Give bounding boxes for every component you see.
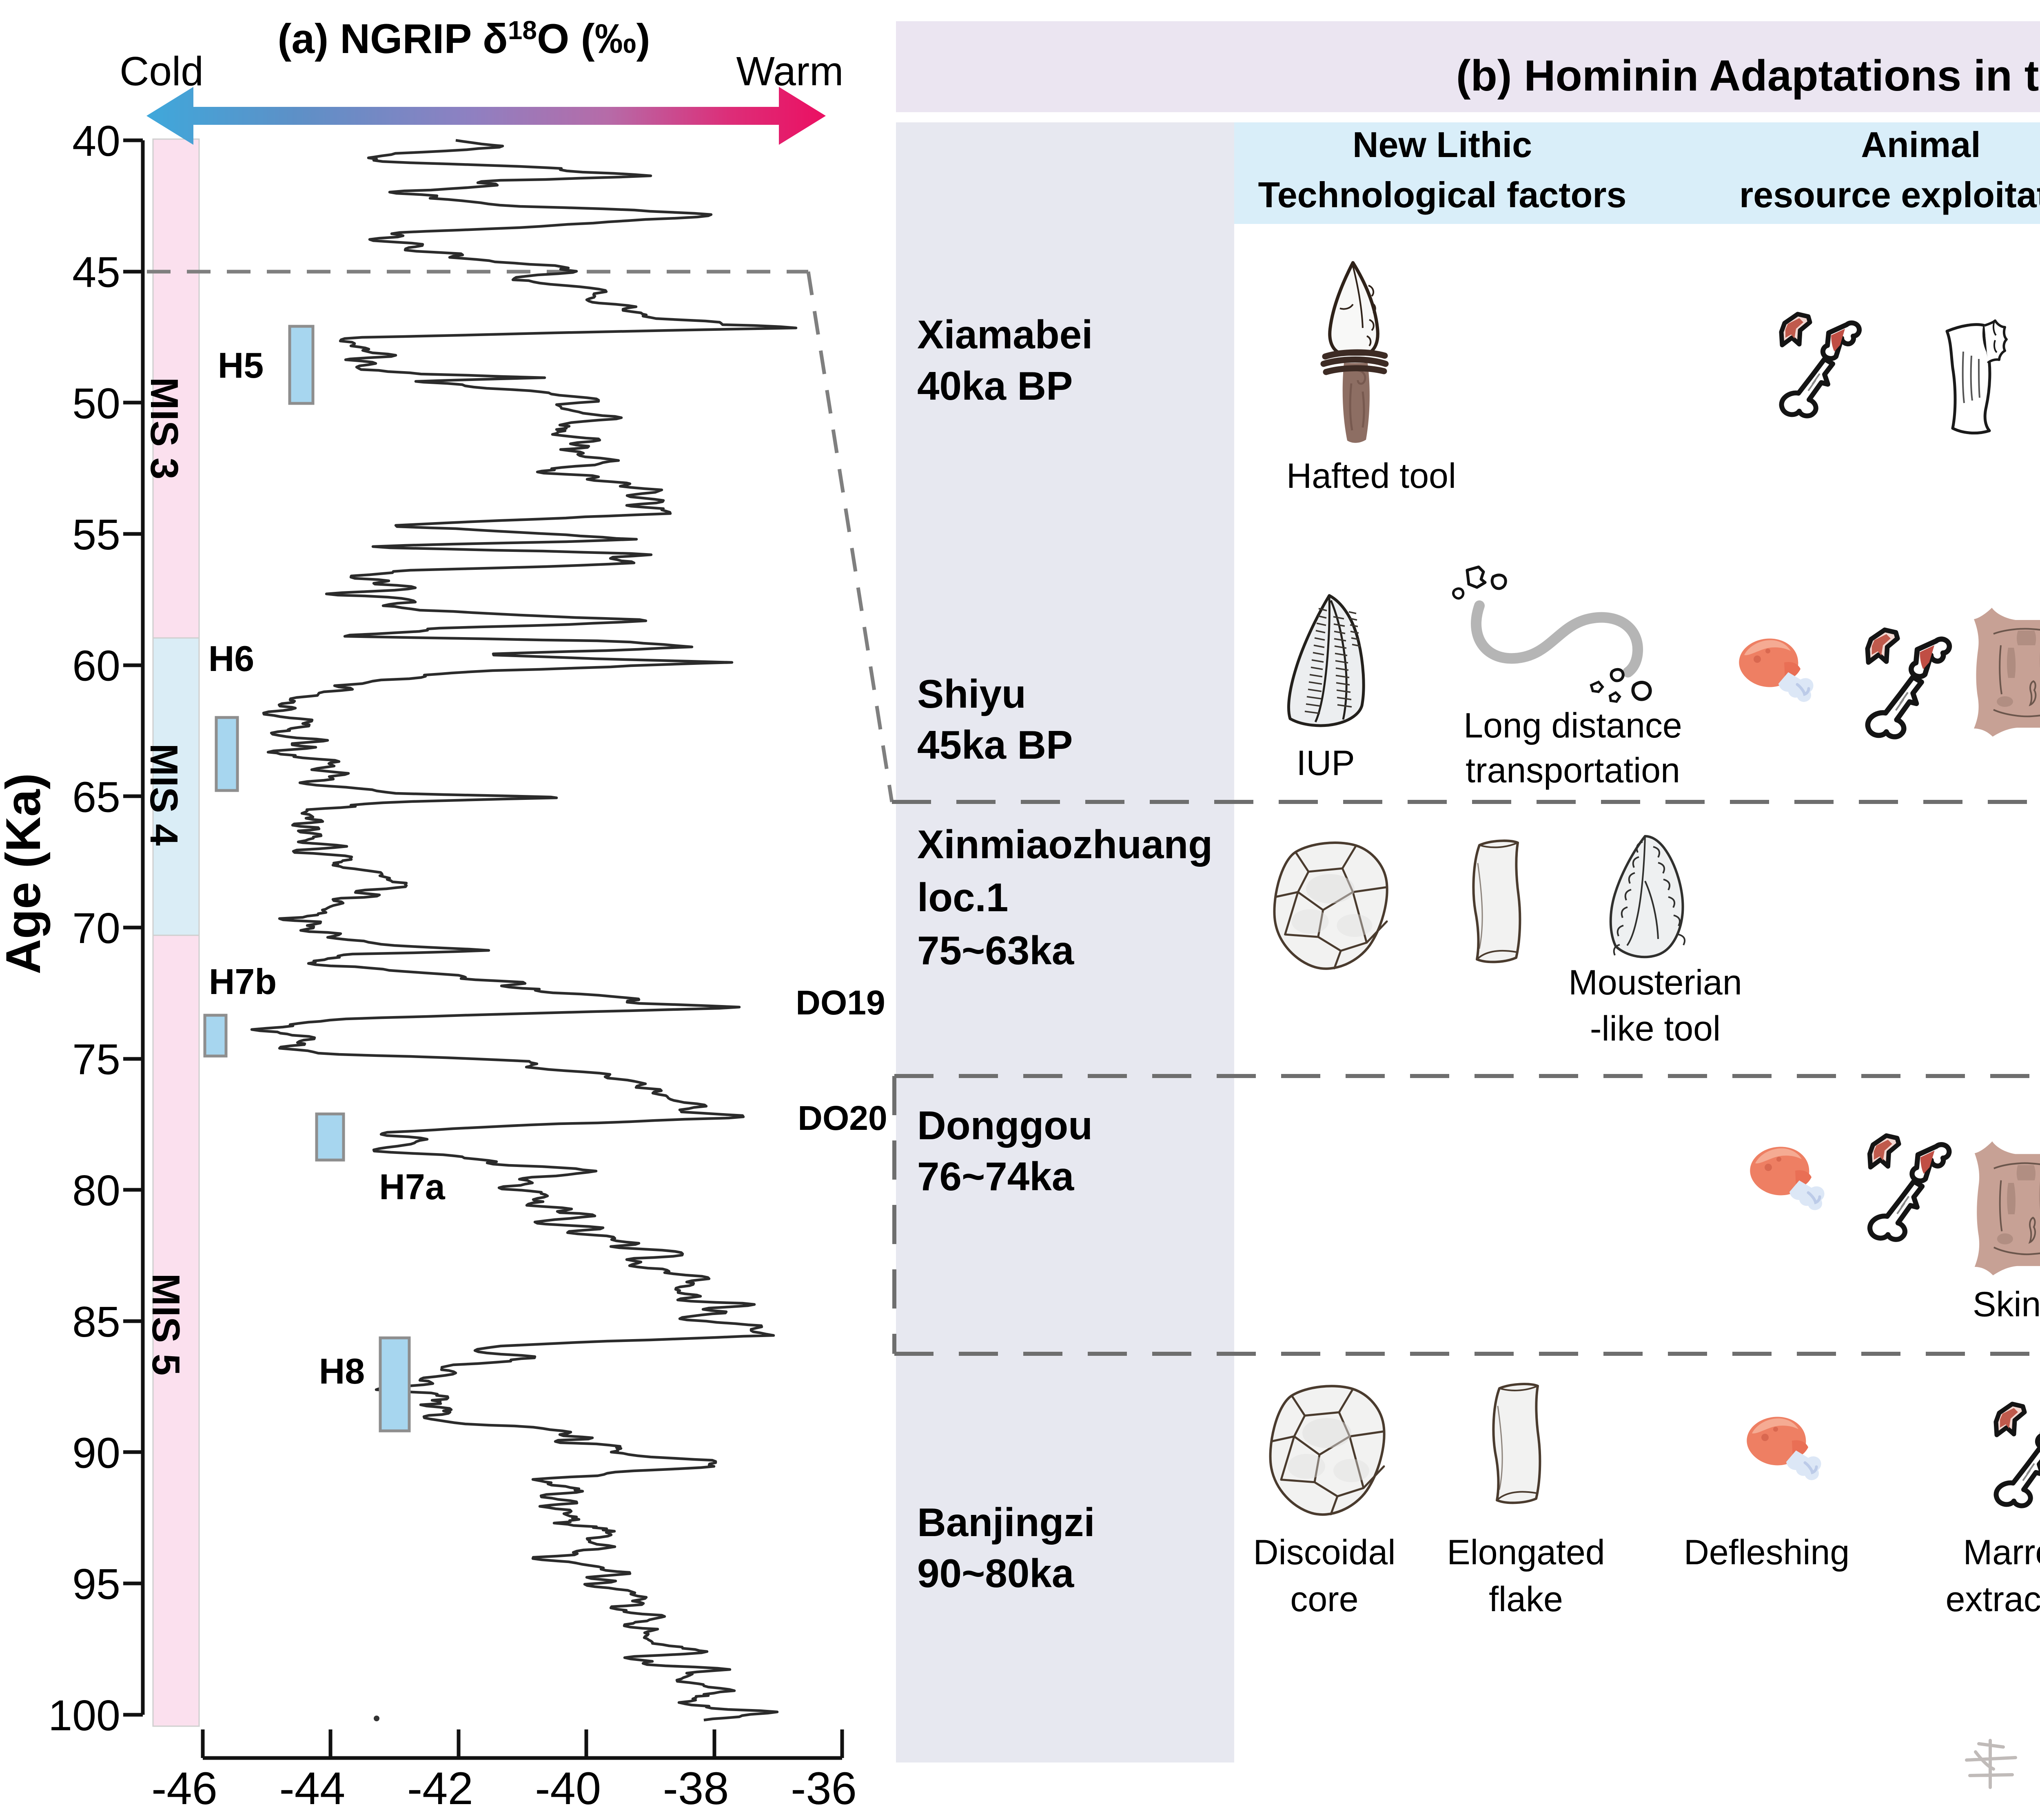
svg-text:Defleshing: Defleshing [1684,1533,1849,1572]
svg-text:H7a: H7a [379,1167,445,1207]
svg-text:-46: -46 [151,1763,217,1814]
svg-text:Shiyu: Shiyu [917,671,1026,716]
svg-text:55: 55 [72,511,120,559]
svg-text:50: 50 [72,379,120,427]
svg-text:Long distance: Long distance [1463,706,1682,745]
svg-text:Cold: Cold [120,49,204,94]
svg-text:40ka BP: 40ka BP [917,363,1073,408]
svg-text:extraction: extraction [1946,1580,2040,1619]
svg-text:-40: -40 [535,1763,601,1814]
svg-text:76~74ka: 76~74ka [917,1154,1075,1199]
svg-text:45ka BP: 45ka BP [917,722,1073,767]
svg-text:H5: H5 [218,345,264,385]
svg-text:65: 65 [72,773,120,821]
svg-text:(b) Hominin Adaptations in the: (b) Hominin Adaptations in the Nihewan B… [1456,51,2040,100]
svg-text:flake: flake [1489,1580,1563,1619]
svg-text:IUP: IUP [1296,744,1355,783]
svg-text:Marrow: Marrow [1963,1533,2040,1572]
svg-text:H6: H6 [208,638,255,679]
svg-text:-38: -38 [663,1763,729,1814]
svg-text:Elongated: Elongated [1447,1533,1605,1572]
svg-text:MIS 3: MIS 3 [142,377,186,480]
svg-text:New Lithic: New Lithic [1353,124,1532,165]
svg-text:80: 80 [72,1167,120,1215]
svg-text:95: 95 [72,1560,120,1608]
svg-text:Skinning: Skinning [1973,1285,2040,1324]
svg-text:-44: -44 [279,1763,345,1814]
svg-text:DO19: DO19 [796,983,885,1022]
svg-text:60: 60 [72,642,120,690]
svg-text:Discoidal: Discoidal [1253,1533,1396,1572]
svg-text:75~63ka: 75~63ka [917,928,1075,973]
svg-text:100: 100 [48,1692,120,1740]
svg-text:(a) NGRIP δ18O (‰): (a) NGRIP δ18O (‰) [277,15,650,62]
svg-text:70: 70 [72,904,120,952]
svg-text:Technological factors: Technological factors [1258,175,1627,215]
svg-text:Xiamabei: Xiamabei [917,312,1093,357]
svg-text:transportation: transportation [1466,751,1680,790]
svg-text:Warm: Warm [736,49,844,94]
svg-text:MIS 4: MIS 4 [142,744,186,846]
svg-text:H8: H8 [319,1351,365,1391]
svg-text:H7b: H7b [209,961,277,1002]
svg-text:MIS 5: MIS 5 [144,1273,188,1376]
svg-text:75: 75 [72,1036,120,1084]
svg-text:Age (Ka): Age (Ka) [0,773,51,974]
svg-text:core: core [1290,1580,1358,1619]
svg-text:90~80ka: 90~80ka [917,1551,1075,1596]
svg-text:Hafted tool: Hafted tool [1286,456,1456,496]
svg-text:Animal: Animal [1861,124,1980,165]
svg-text:Mousterian: Mousterian [1568,963,1742,1002]
svg-text:90: 90 [72,1429,120,1477]
svg-text:-36: -36 [791,1763,857,1814]
svg-text:45: 45 [72,248,120,297]
svg-text:85: 85 [72,1298,120,1346]
svg-text:Donggou: Donggou [917,1103,1093,1148]
svg-text:resource exploitation: resource exploitation [1739,175,2040,215]
svg-text:Banjingzi: Banjingzi [917,1500,1095,1545]
svg-text:-42: -42 [407,1763,473,1814]
svg-text:-like tool: -like tool [1590,1009,1721,1048]
svg-text:40: 40 [72,117,120,165]
svg-text:DO20: DO20 [798,1099,887,1137]
svg-text:Xinmiaozhuang: Xinmiaozhuang [917,822,1213,867]
svg-text:loc.1: loc.1 [917,875,1008,920]
